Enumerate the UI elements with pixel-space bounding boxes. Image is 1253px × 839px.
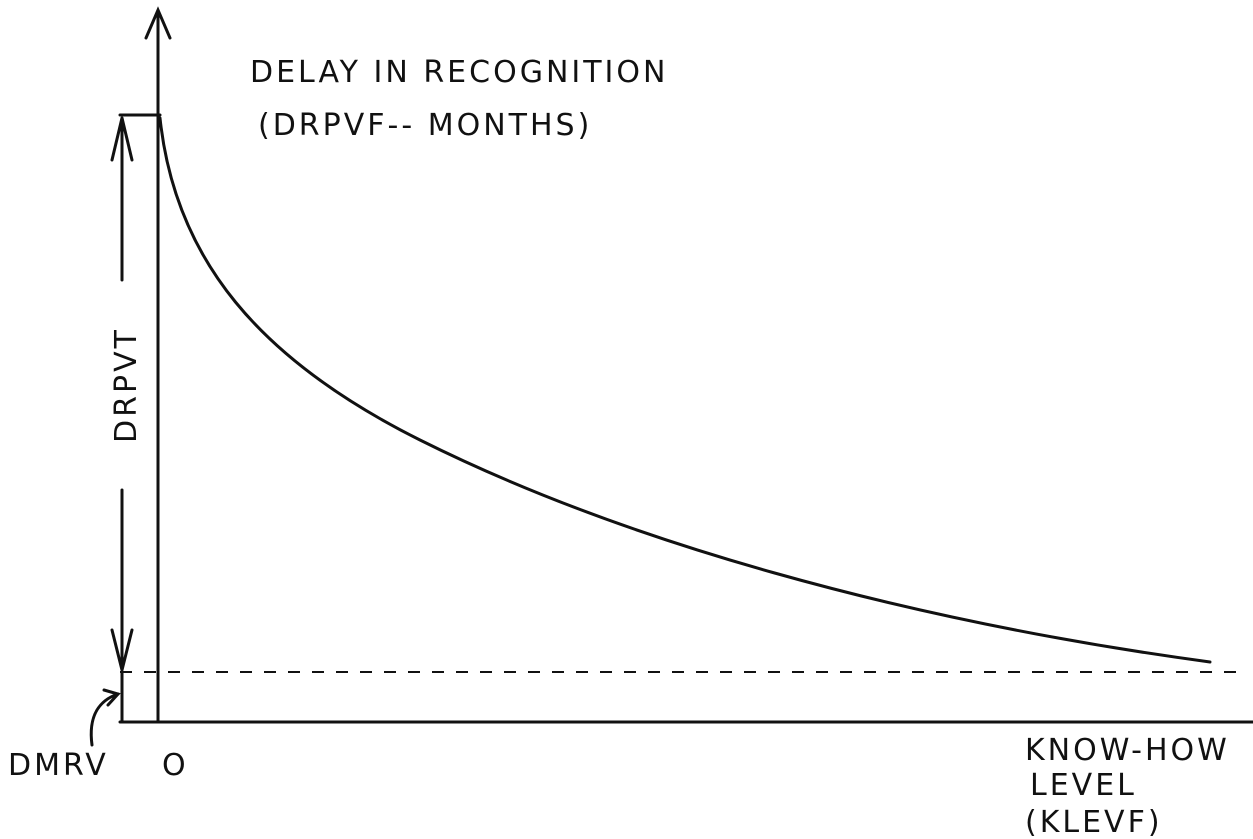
minimum-label: DMRV xyxy=(8,748,109,783)
x-axis-label: (KLEVF) xyxy=(1025,805,1163,839)
span-label: DRPVT xyxy=(109,327,144,443)
x-axis-label: LEVEL xyxy=(1030,768,1137,803)
title-line: (DRPVF-- MONTHS) xyxy=(258,108,592,143)
minimum-pointer-head xyxy=(102,688,121,707)
delay-curve xyxy=(158,116,1212,664)
minimum-pointer xyxy=(89,692,120,747)
dimension-arrow xyxy=(110,117,134,162)
origin-label: O xyxy=(162,748,189,783)
y-axis-arrow xyxy=(144,6,172,40)
dimension-arrow xyxy=(110,628,134,671)
x-axis-label: KNOW-HOW xyxy=(1025,733,1230,768)
title-line: DELAY IN RECOGNITION xyxy=(250,55,668,90)
